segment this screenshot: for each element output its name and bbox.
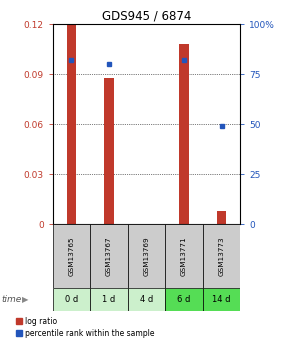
Bar xyxy=(90,224,128,288)
Text: 0 d: 0 d xyxy=(65,295,78,304)
Text: GSM13773: GSM13773 xyxy=(219,236,224,276)
Bar xyxy=(203,224,240,288)
Text: 14 d: 14 d xyxy=(212,295,231,304)
Text: GSM13767: GSM13767 xyxy=(106,236,112,276)
Text: ▶: ▶ xyxy=(22,295,28,304)
Text: GSM13771: GSM13771 xyxy=(181,236,187,276)
Bar xyxy=(128,224,165,288)
Text: 1 d: 1 d xyxy=(102,295,116,304)
Bar xyxy=(217,211,226,224)
Bar xyxy=(53,224,90,288)
Bar xyxy=(203,288,240,310)
Bar xyxy=(128,288,165,310)
Bar xyxy=(165,288,203,310)
Bar xyxy=(90,288,128,310)
Title: GDS945 / 6874: GDS945 / 6874 xyxy=(102,10,191,23)
Bar xyxy=(179,44,189,224)
Text: 4 d: 4 d xyxy=(140,295,153,304)
Legend: log ratio, percentile rank within the sample: log ratio, percentile rank within the sa… xyxy=(16,317,154,338)
Bar xyxy=(104,78,114,224)
Text: time: time xyxy=(1,295,22,304)
Bar xyxy=(165,224,203,288)
Text: GSM13765: GSM13765 xyxy=(69,236,74,276)
Bar xyxy=(53,288,90,310)
Bar xyxy=(67,24,76,224)
Text: GSM13769: GSM13769 xyxy=(144,236,149,276)
Text: 6 d: 6 d xyxy=(177,295,191,304)
